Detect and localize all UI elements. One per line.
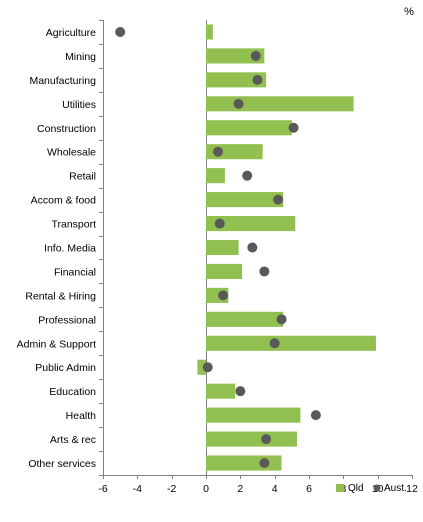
qld-bar xyxy=(206,192,284,208)
x-tick-label: 4 xyxy=(272,483,278,495)
qld-bar xyxy=(206,335,376,351)
qld-bar xyxy=(206,311,284,327)
aust-marker xyxy=(310,410,321,421)
aust-marker xyxy=(276,314,287,325)
aust-marker xyxy=(247,242,258,253)
aust-marker xyxy=(288,122,299,133)
x-tick-label: 2 xyxy=(237,483,243,495)
aust-marker xyxy=(115,26,126,37)
aust-marker xyxy=(273,194,284,205)
aust-marker xyxy=(252,74,263,85)
x-tick-label: 12 xyxy=(406,483,418,495)
category-label: Manufacturing xyxy=(29,75,96,87)
x-tick-label: 6 xyxy=(306,483,312,495)
category-label: Financial xyxy=(54,266,96,278)
category-label: Admin & Support xyxy=(17,338,96,350)
category-label: Education xyxy=(49,386,96,398)
qld-bar xyxy=(206,239,239,256)
qld-bar xyxy=(206,48,265,64)
aust-marker xyxy=(269,338,280,349)
legend-aust-label: Aust. xyxy=(384,483,407,494)
aust-marker xyxy=(259,458,270,469)
category-ticks xyxy=(99,20,103,476)
qld-bar xyxy=(206,24,213,40)
qld-bar xyxy=(206,72,267,88)
aust-marker xyxy=(233,98,244,109)
category-label: Rental & Hiring xyxy=(25,290,96,302)
unit-label: % xyxy=(404,6,414,18)
qld-bar xyxy=(206,455,282,471)
aust-marker xyxy=(235,386,246,397)
legend-aust-marker xyxy=(373,484,381,492)
category-label: Retail xyxy=(69,171,96,183)
qld-bar xyxy=(206,96,354,112)
qld-bar xyxy=(206,407,301,423)
category-label: Transport xyxy=(51,219,96,231)
category-label: Arts & rec xyxy=(50,434,96,446)
aust-marker xyxy=(202,362,213,373)
aust-marker xyxy=(214,218,225,229)
x-tick-label: -4 xyxy=(133,483,142,495)
aust-marker xyxy=(218,290,229,301)
category-label: Accom & food xyxy=(31,195,97,207)
legend-qld-swatch xyxy=(336,484,344,492)
qld-bar xyxy=(206,216,296,232)
x-tick-label: 0 xyxy=(203,483,209,495)
category-label: Construction xyxy=(37,123,96,135)
x-axis-ticks: -6-4-2024681012 xyxy=(98,475,418,495)
aust-marker xyxy=(250,50,261,61)
qld-bar xyxy=(206,168,225,184)
x-tick-label: -6 xyxy=(98,483,107,495)
category-label: Health xyxy=(66,410,97,422)
x-tick-label: -2 xyxy=(167,483,176,495)
aust-marker xyxy=(261,434,272,445)
category-label: Professional xyxy=(38,314,96,326)
category-label: Mining xyxy=(65,51,96,63)
qld-bar xyxy=(206,431,297,447)
qld-bars xyxy=(197,24,376,471)
category-labels: Agriculture Mining Manufacturing Utilities C… xyxy=(17,27,97,470)
category-label: Utilities xyxy=(62,99,96,111)
aust-marker xyxy=(242,170,253,181)
qld-bar xyxy=(206,383,236,399)
legend-qld-label: Qld xyxy=(348,483,364,494)
qld-bar xyxy=(206,263,243,279)
qld-bar xyxy=(206,120,292,136)
category-label: Public Admin xyxy=(35,362,96,374)
legend: Qld Aust. xyxy=(336,483,407,494)
category-label: Wholesale xyxy=(47,147,96,159)
qld-bar xyxy=(197,359,206,375)
aust-marker xyxy=(213,146,224,157)
category-label: Info. Media xyxy=(44,243,96,255)
aust-marker xyxy=(259,266,270,277)
aust-markers xyxy=(115,26,321,469)
category-label: Agriculture xyxy=(46,27,96,39)
category-label: Other services xyxy=(28,458,96,470)
